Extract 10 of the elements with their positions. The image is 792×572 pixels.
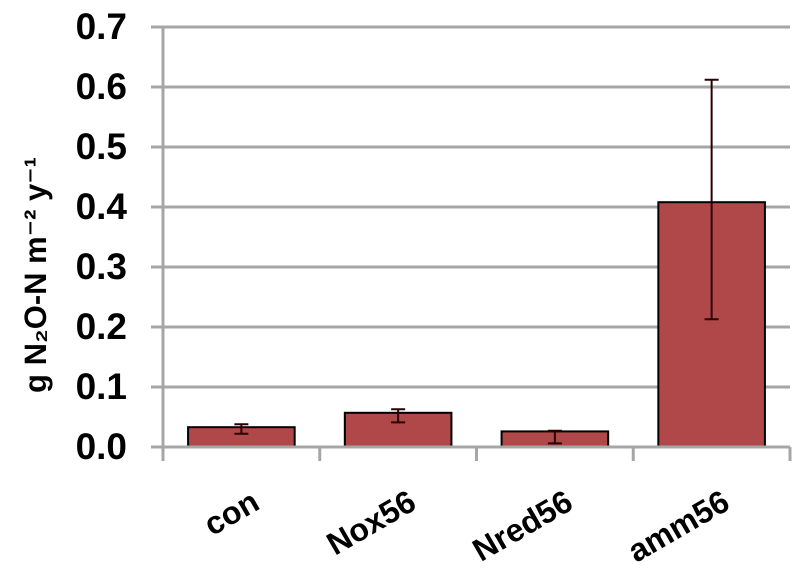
y-tick-label: 0.3 xyxy=(76,246,127,287)
y-tick-label: 0.1 xyxy=(76,366,127,407)
y-tick-label: 0.0 xyxy=(76,426,127,467)
y-axis-title: g N₂O-N m⁻² y⁻¹ xyxy=(18,157,53,393)
y-tick-label: 0.7 xyxy=(76,6,127,47)
y-tick-label: 0.4 xyxy=(76,186,128,227)
x-tick-label: con xyxy=(198,482,265,543)
y-tick-label: 0.5 xyxy=(76,126,127,167)
y-tick-label: 0.6 xyxy=(76,66,127,107)
y-tick-label: 0.2 xyxy=(76,306,127,347)
